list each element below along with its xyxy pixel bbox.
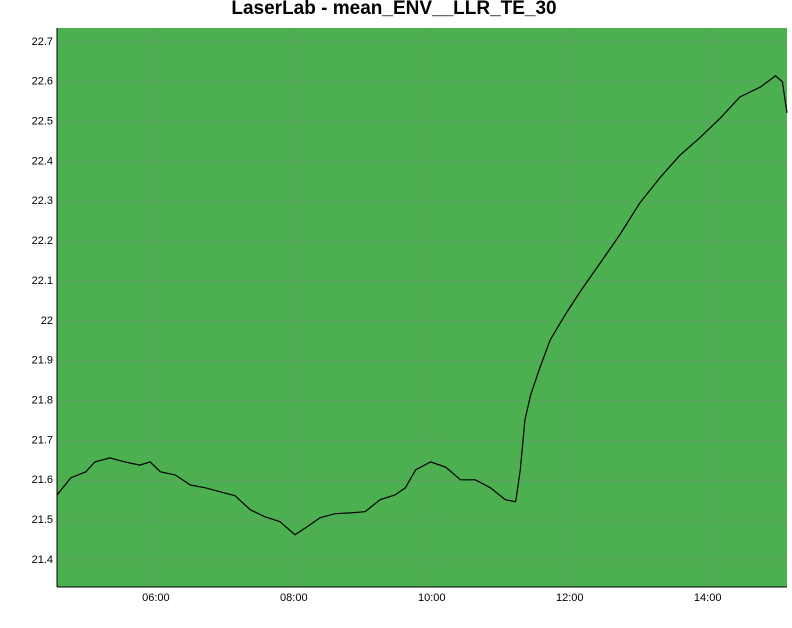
y-tick-label: 22.2 xyxy=(32,235,53,247)
plot-background xyxy=(57,28,787,587)
y-tick-label: 21.6 xyxy=(32,474,53,486)
y-tick-label: 21.8 xyxy=(32,394,53,406)
y-tick-label: 22.5 xyxy=(32,116,53,128)
data-line xyxy=(56,75,788,536)
y-tick-label: 21.9 xyxy=(32,355,53,367)
y-tick-label: 22.7 xyxy=(32,36,53,48)
chart-title: LaserLab - mean_ENV__LLR_TE_30 xyxy=(231,0,556,19)
y-tick-label: 21.7 xyxy=(32,434,53,446)
x-tick-label: 12:00 xyxy=(556,592,584,604)
x-tick-label: 08:00 xyxy=(280,592,308,604)
y-tick-label: 22 xyxy=(41,315,53,327)
y-tick-label: 21.4 xyxy=(32,554,53,566)
y-tick-label: 21.5 xyxy=(32,514,53,526)
y-tick-label: 22.4 xyxy=(32,155,53,167)
y-tick-label: 22.1 xyxy=(32,275,53,287)
x-tick-label: 14:00 xyxy=(694,592,722,604)
y-tick-label: 22.3 xyxy=(32,195,53,207)
y-tick-label: 22.6 xyxy=(32,76,53,88)
x-tick-label: 10:00 xyxy=(418,592,446,604)
x-tick-label: 06:00 xyxy=(142,592,170,604)
